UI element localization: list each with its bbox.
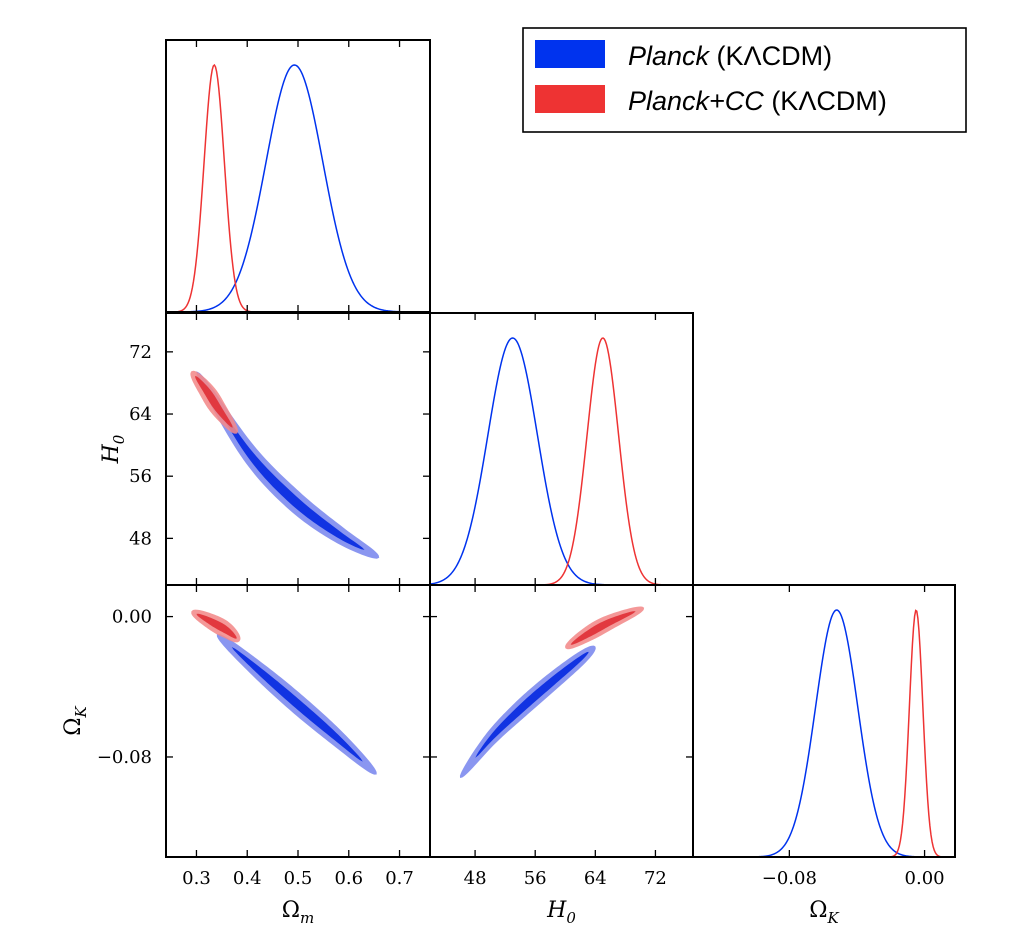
x-tick-label-h0: 48 bbox=[464, 868, 487, 889]
marginal-curve-omega_m-series-0 bbox=[166, 64, 430, 312]
axis-labels-layer: 0.3 0.4 0.5 0.6 0.7 48 56 64 72 −0.08 0.00 48 56 64 72… bbox=[61, 342, 945, 927]
frames-layer bbox=[165, 39, 956, 858]
x-tick-label-omega_m: 0.3 bbox=[182, 868, 211, 889]
contours-layer bbox=[190, 370, 645, 779]
contour-95-omega_k_vs_h0-series-0 bbox=[459, 645, 596, 779]
legend: Planck (KΛCDM) Planck+CC (KΛCDM) bbox=[522, 27, 967, 133]
contour-95-h0_vs_omega_m-series-0 bbox=[196, 371, 380, 559]
x-tick-label-omega_m: 0.4 bbox=[233, 868, 262, 889]
axis-label-omega_k: ΩK bbox=[809, 898, 839, 927]
marginal-curve-omega_m-series-1 bbox=[166, 63, 430, 312]
contour-68-omega_k_vs_omega_m-series-1 bbox=[196, 613, 237, 639]
panel-frame-omega_k-omega_k bbox=[692, 584, 956, 858]
y-tick-label-h0: 56 bbox=[129, 466, 152, 487]
x-tick-label-omega_m: 0.6 bbox=[334, 868, 363, 889]
marginal-curve-omega_k-series-1 bbox=[693, 609, 955, 857]
ticks-layer bbox=[166, 40, 926, 857]
x-tick-label-omega_k: 0.00 bbox=[905, 868, 945, 889]
axis-label-h0: H0 bbox=[99, 434, 128, 464]
contour-68-omega_k_vs_omega_m-series-0 bbox=[231, 647, 363, 762]
x-tick-label-omega_m: 0.5 bbox=[284, 868, 313, 889]
x-tick-label-h0: 56 bbox=[524, 868, 547, 889]
x-tick-label-h0: 64 bbox=[584, 868, 607, 889]
x-tick-label-h0: 72 bbox=[644, 868, 667, 889]
y-tick-label-omega_k: 0.00 bbox=[112, 607, 152, 628]
legend-swatch-0 bbox=[535, 40, 605, 68]
x-tick-label-omega_k: −0.08 bbox=[762, 868, 817, 889]
axis-label-omega_k: ΩK bbox=[61, 705, 90, 735]
panel-frame-h0-h0 bbox=[429, 312, 694, 586]
axis-label-omega_m: Ωm bbox=[282, 898, 314, 927]
marginal-curve-h0-series-0 bbox=[430, 337, 693, 585]
axis-label-h0: H0 bbox=[546, 898, 576, 927]
legend-label-0: Planck (KΛCDM) bbox=[628, 41, 832, 71]
marginal-curve-h0-series-1 bbox=[430, 337, 693, 585]
x-tick-label-omega_m: 0.7 bbox=[385, 868, 414, 889]
contour-68-h0_vs_omega_m-series-1 bbox=[195, 375, 233, 428]
legend-swatch-1 bbox=[535, 85, 605, 113]
contour-68-omega_k_vs_h0-series-1 bbox=[570, 611, 636, 645]
panel-frame-h0-omega_k bbox=[429, 584, 694, 858]
y-tick-label-omega_k: −0.08 bbox=[97, 747, 152, 768]
panel-frame-omega_m-omega_m bbox=[165, 39, 431, 313]
contour-68-omega_k_vs_h0-series-0 bbox=[475, 651, 589, 758]
legend-label-1: Planck+CC (KΛCDM) bbox=[628, 86, 887, 116]
y-tick-label-h0: 72 bbox=[129, 342, 152, 363]
y-tick-label-h0: 64 bbox=[129, 404, 152, 425]
panel-frame-omega_m-h0 bbox=[165, 312, 431, 586]
marginal-curves-layer bbox=[166, 63, 955, 857]
y-tick-label-h0: 48 bbox=[129, 528, 152, 549]
marginal-curve-omega_k-series-0 bbox=[693, 609, 955, 857]
